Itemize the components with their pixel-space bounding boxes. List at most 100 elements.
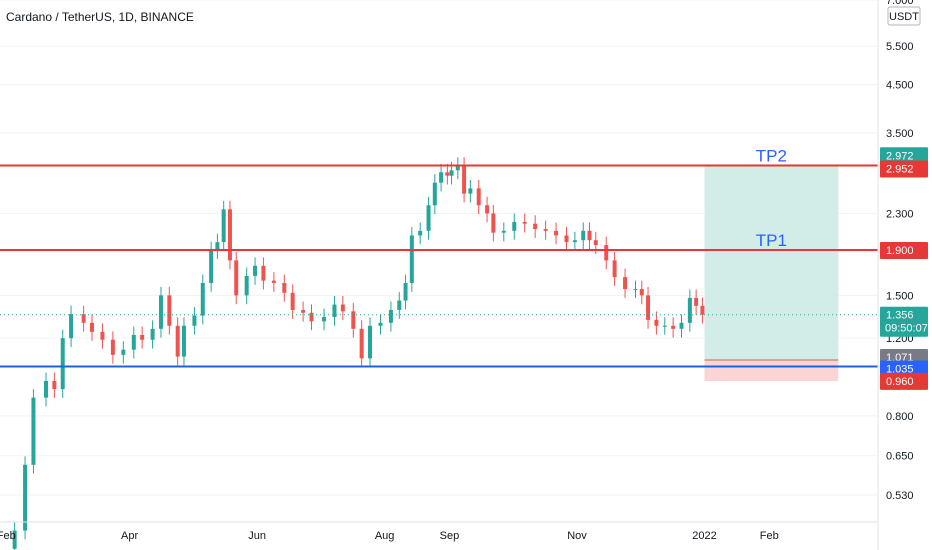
candle-body — [445, 172, 450, 176]
candle — [378, 314, 383, 335]
currency-badge[interactable]: USDT — [887, 6, 921, 26]
candle-body — [368, 325, 373, 359]
candle — [100, 323, 105, 349]
candle-body — [253, 265, 258, 276]
candle — [234, 251, 239, 305]
candle-body — [432, 182, 437, 206]
candle-body — [200, 282, 205, 316]
candle-body — [501, 230, 506, 233]
candle — [623, 268, 628, 298]
candle — [221, 200, 226, 251]
price-tag-value: 1.035 — [886, 364, 914, 376]
candle-body — [192, 315, 197, 326]
candle — [439, 163, 444, 192]
candle — [564, 227, 569, 251]
candle — [43, 372, 48, 407]
candle-body — [491, 213, 496, 233]
candle — [244, 267, 249, 305]
candle-body — [43, 380, 48, 398]
candle — [340, 296, 345, 321]
x-tick-label: Aug — [375, 530, 395, 542]
candle — [140, 326, 145, 349]
countdown-label: 09:50:07 — [885, 323, 928, 335]
x-tick-label: Jun — [248, 530, 266, 542]
candle-body — [476, 188, 481, 206]
price-tag: 2.972 — [880, 147, 928, 165]
candle — [403, 274, 408, 310]
candle-body — [167, 295, 172, 326]
candle — [200, 274, 205, 325]
candle-body — [700, 305, 705, 315]
candle-body — [234, 260, 239, 296]
candle — [253, 257, 258, 285]
candle-body — [612, 260, 617, 278]
y-tick-label: 1.500 — [886, 290, 914, 302]
candle-body — [322, 316, 327, 322]
candle-body — [543, 229, 548, 231]
candle-body — [654, 319, 659, 326]
candle — [301, 301, 306, 322]
candle-body — [359, 328, 364, 359]
candle — [271, 272, 276, 292]
price-tag-box — [880, 147, 928, 165]
candle — [662, 317, 667, 335]
candle-body — [81, 314, 86, 323]
candle-body — [679, 322, 684, 329]
candle — [322, 308, 327, 331]
x-tick-label: Sep — [440, 530, 460, 542]
candle — [150, 320, 155, 349]
candle-body — [426, 205, 431, 231]
candle-body — [687, 297, 692, 323]
candle — [388, 301, 393, 332]
candle-body — [593, 240, 598, 246]
candle — [261, 257, 266, 290]
target-zone — [704, 164, 839, 360]
candle-body — [261, 265, 266, 281]
candle — [445, 163, 450, 185]
candle — [468, 179, 473, 203]
candle-body — [301, 309, 306, 313]
candle-body — [121, 349, 126, 355]
candle — [418, 222, 423, 245]
price-tags: 2.9722.9521.9001.35609:50:071.0711.0350.… — [880, 147, 928, 390]
price-tag-value: 1.356 — [886, 310, 914, 322]
y-tick-label: 0.530 — [886, 490, 914, 502]
candle — [700, 297, 705, 324]
candle-body — [468, 188, 473, 194]
candle-body — [564, 235, 569, 243]
candle — [31, 389, 36, 474]
price-tag-value: 2.952 — [886, 164, 914, 176]
grid — [0, 0, 878, 496]
candle-body — [215, 242, 220, 251]
candle-body — [60, 338, 65, 390]
candle — [501, 222, 506, 242]
candle — [290, 284, 295, 319]
price-tag-box — [880, 160, 928, 178]
candle — [409, 227, 414, 292]
candle-body — [89, 322, 94, 332]
candle-body — [181, 325, 186, 357]
candle — [671, 317, 676, 338]
candle — [476, 179, 481, 215]
candle — [60, 329, 65, 398]
y-tick-label: 0.650 — [886, 451, 914, 463]
candle — [522, 213, 527, 233]
candle-body — [418, 230, 423, 236]
candle-body — [439, 172, 444, 183]
candle — [175, 317, 180, 366]
y-tick-label: 3.500 — [886, 128, 914, 140]
candle — [368, 317, 373, 368]
candle — [533, 215, 538, 238]
candle-body — [522, 221, 527, 224]
time-axis[interactable]: Feb Apr Jun Aug Sep Nov 2022 Feb — [0, 521, 878, 542]
symbol-title: Cardano / TetherUS, 1D, BINANCE — [6, 10, 194, 24]
y-tick-label: 0.800 — [886, 411, 914, 423]
candle — [687, 289, 692, 332]
price-tag: 1.900 — [880, 242, 928, 260]
candles — [12, 157, 705, 550]
candle — [215, 233, 220, 259]
price-axis[interactable]: 7.0005.5004.5003.5002.3001.5001.2000.800… — [877, 0, 921, 550]
candle — [654, 311, 659, 335]
x-tick-label: Feb — [760, 530, 779, 542]
